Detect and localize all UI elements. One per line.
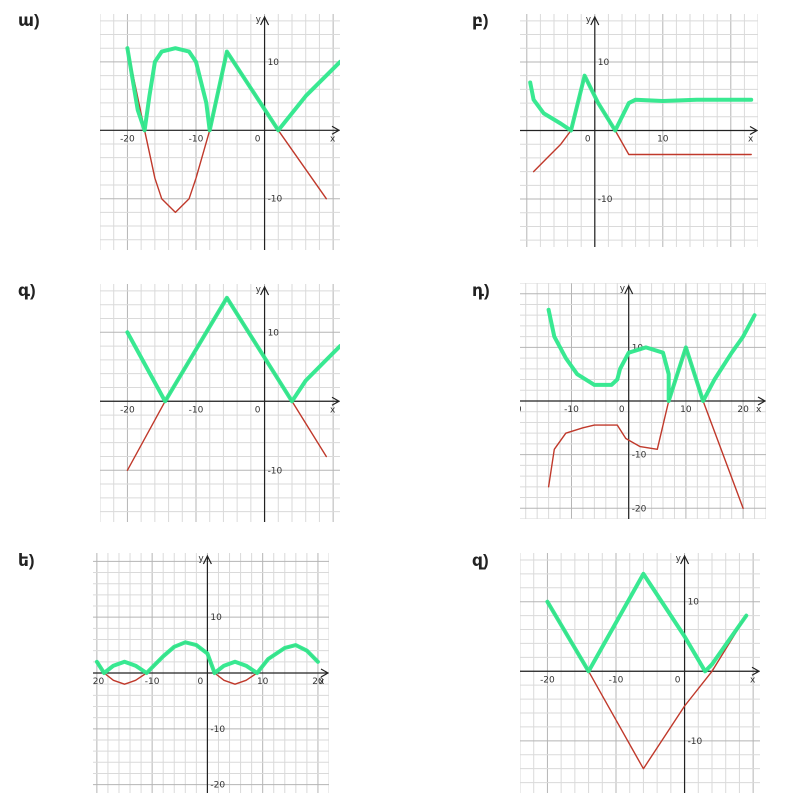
y-tick-label: -10: [688, 737, 703, 747]
y-axis-label: y: [676, 554, 682, 564]
panel-label-f: զ): [472, 551, 489, 570]
x-tick-label: 20: [737, 405, 749, 415]
y-axis-label: y: [256, 15, 262, 25]
x-tick-label: -20: [120, 405, 135, 415]
x-tick-label: -20: [540, 675, 555, 685]
y-tick-label: 10: [598, 58, 610, 68]
x-tick-label: 10: [257, 677, 269, 687]
y-tick-label: -20: [210, 781, 225, 791]
y-tick-label: -10: [598, 195, 613, 205]
plot-area: [520, 553, 760, 793]
x-axis-arrow: [331, 125, 340, 135]
x-axis-label: x: [330, 134, 336, 144]
y-tick-label: 10: [210, 613, 222, 623]
x-axis-label: x: [750, 675, 756, 685]
y-tick-label: -10: [268, 195, 283, 205]
panel-label-a: ա): [18, 11, 40, 30]
x-tick-label: 0: [585, 135, 591, 145]
panel-label-c: գ): [18, 281, 36, 300]
x-tick-label: -20: [520, 405, 522, 415]
y-axis-arrow: [680, 554, 690, 565]
chart-b: x y 0 10 10 -10: [520, 14, 758, 247]
y-axis-arrow: [202, 554, 212, 565]
x-axis-label: x: [756, 405, 762, 415]
y-axis-arrow: [590, 15, 600, 26]
x-tick-label: -10: [609, 675, 624, 685]
x-tick-label: 0: [255, 134, 261, 144]
x-tick-label: -10: [189, 405, 204, 415]
x-tick-label: 0: [198, 677, 204, 687]
panel-label-d: դ): [472, 281, 490, 300]
y-tick-label: -10: [632, 451, 647, 461]
x-axis-arrow: [749, 125, 758, 136]
y-tick-label: 10: [268, 58, 280, 68]
series-line-abs: [528, 73, 754, 133]
chart-e: x y -20 -10 0 10 20 10 -10 -20: [93, 553, 329, 793]
x-tick-label: -10: [145, 677, 160, 687]
chart-c: x y -20 -10 0 10 -10: [100, 284, 340, 522]
x-axis-label: x: [330, 405, 336, 415]
panel-label-e: ե): [18, 551, 35, 570]
y-tick-label: -20: [632, 504, 647, 514]
series-line-abs: [125, 46, 340, 133]
y-axis-label: y: [586, 15, 592, 25]
x-axis-label: x: [319, 677, 325, 687]
series-line-abs: [94, 640, 320, 675]
y-tick-label: 10: [688, 598, 700, 608]
x-axis-arrow: [757, 396, 766, 406]
x-tick-label: 10: [657, 135, 669, 145]
chart-f: x y -20 -10 0 10 -10: [520, 553, 760, 793]
y-tick-label: -10: [268, 466, 283, 476]
x-tick-label: 0: [619, 405, 625, 415]
series-line-abs: [125, 295, 340, 404]
x-tick-label: -10: [564, 405, 579, 415]
x-tick-label: -20: [93, 677, 104, 687]
y-axis-label: y: [620, 284, 626, 294]
x-tick-label: -20: [120, 134, 135, 144]
x-tick-label: 10: [680, 405, 692, 415]
y-axis-label: y: [198, 554, 204, 564]
y-axis-label: y: [256, 285, 262, 295]
x-axis-label: x: [748, 135, 754, 145]
x-tick-label: 0: [255, 405, 261, 415]
series-line-abs: [545, 571, 749, 674]
y-tick-label: 10: [268, 328, 280, 338]
x-tick-label: 20: [312, 677, 324, 687]
y-axis-arrow: [260, 15, 270, 26]
y-axis-arrow: [260, 285, 270, 296]
x-axis-arrow: [320, 668, 329, 678]
plot-area: [100, 14, 340, 250]
x-axis-arrow: [751, 666, 760, 676]
x-axis-arrow: [331, 396, 340, 406]
plot-area: [100, 284, 340, 522]
series-line-abs: [546, 307, 757, 403]
x-tick-label: 0: [675, 675, 681, 685]
y-axis-arrow: [624, 284, 634, 295]
chart-a: x y -20 -10 0 10 -10: [100, 14, 340, 250]
panel-label-b: բ): [472, 11, 489, 30]
x-tick-label: -10: [189, 134, 204, 144]
y-tick-label: -10: [210, 725, 225, 735]
